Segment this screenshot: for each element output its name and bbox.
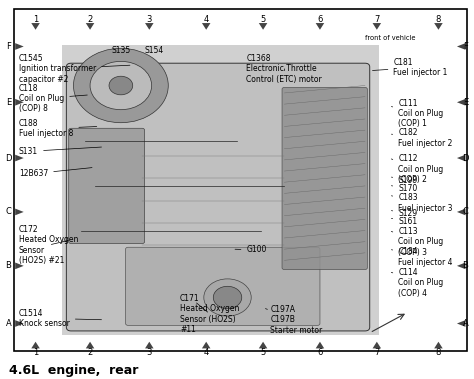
Text: C171
Heated Oxygen
Sensor (HO2S)
#11: C171 Heated Oxygen Sensor (HO2S) #11 [180, 294, 239, 334]
Polygon shape [15, 263, 24, 269]
Text: 6: 6 [317, 348, 323, 357]
Text: C172
Heated Oxygen
Sensor
(HO2S) #21: C172 Heated Oxygen Sensor (HO2S) #21 [19, 225, 78, 265]
Text: 12B637: 12B637 [19, 168, 92, 178]
Text: 5: 5 [260, 348, 266, 357]
Text: C112
Coil on Plug
(COP) 2: C112 Coil on Plug (COP) 2 [392, 154, 443, 184]
Text: E: E [6, 98, 11, 107]
Text: C: C [6, 207, 11, 216]
Polygon shape [31, 23, 40, 30]
Text: 4.6L  engine,  rear: 4.6L engine, rear [9, 364, 139, 377]
Text: S170: S170 [392, 185, 418, 193]
Text: front of vehicle: front of vehicle [365, 35, 416, 41]
Circle shape [213, 286, 242, 309]
Text: 3: 3 [146, 15, 152, 24]
Text: C: C [463, 207, 468, 216]
Text: 5: 5 [260, 15, 266, 24]
Text: 6: 6 [317, 15, 323, 24]
Polygon shape [15, 155, 24, 161]
Circle shape [90, 61, 152, 110]
Polygon shape [15, 208, 24, 215]
Text: C181
Fuel injector 1: C181 Fuel injector 1 [373, 58, 448, 77]
Polygon shape [434, 342, 443, 348]
Text: D: D [462, 153, 469, 163]
Text: B: B [463, 262, 468, 270]
Text: C114
Coil on Plug
(COP) 4: C114 Coil on Plug (COP) 4 [392, 268, 443, 298]
Text: C1545
Ignition transformer
capacitor #2: C1545 Ignition transformer capacitor #2 [19, 54, 130, 84]
Polygon shape [86, 342, 94, 348]
Text: C118
Coil on Plug
(COP) 8: C118 Coil on Plug (COP) 8 [19, 84, 87, 113]
Text: 8: 8 [436, 348, 441, 357]
Text: A: A [463, 319, 468, 328]
Text: C182
Fuel injector 2: C182 Fuel injector 2 [392, 128, 453, 148]
Polygon shape [457, 263, 465, 269]
Text: C111
Coil on Plug
(COP) 1: C111 Coil on Plug (COP) 1 [392, 99, 443, 128]
Circle shape [73, 49, 168, 123]
Polygon shape [457, 320, 465, 327]
Circle shape [109, 76, 133, 95]
Text: C183
Fuel injector 3: C183 Fuel injector 3 [392, 193, 453, 213]
Text: S154: S154 [145, 47, 164, 55]
Polygon shape [457, 208, 465, 215]
Text: 2: 2 [87, 15, 93, 24]
Text: S161: S161 [392, 217, 417, 226]
Text: C184
Fuel injector 4: C184 Fuel injector 4 [392, 247, 453, 267]
Text: C1368
Electronic Throttle
Control (ETC) motor: C1368 Electronic Throttle Control (ETC) … [246, 54, 322, 84]
Polygon shape [316, 342, 324, 348]
Text: E: E [463, 98, 468, 107]
Text: 7: 7 [374, 348, 380, 357]
FancyBboxPatch shape [126, 247, 320, 325]
Text: 1: 1 [33, 15, 38, 24]
Polygon shape [145, 342, 154, 348]
FancyBboxPatch shape [69, 128, 145, 244]
Text: B: B [6, 262, 11, 270]
Text: 3: 3 [146, 348, 152, 357]
Text: C1514
Knock sensor: C1514 Knock sensor [19, 309, 101, 328]
Text: 8: 8 [436, 15, 441, 24]
Text: S199: S199 [392, 175, 418, 185]
Polygon shape [15, 43, 24, 50]
Text: C197A
C197B
Starter motor: C197A C197B Starter motor [265, 305, 322, 335]
Text: G100: G100 [235, 246, 267, 254]
Text: 7: 7 [374, 15, 380, 24]
Bar [62, 45, 379, 335]
Text: A: A [6, 319, 11, 328]
Circle shape [204, 279, 251, 316]
Polygon shape [202, 342, 210, 348]
Text: S129: S129 [392, 209, 417, 218]
FancyBboxPatch shape [282, 88, 367, 269]
Text: 2: 2 [87, 348, 93, 357]
Polygon shape [434, 23, 443, 30]
Text: 4: 4 [203, 15, 209, 24]
Polygon shape [202, 23, 210, 30]
Text: F: F [6, 42, 11, 51]
Polygon shape [457, 43, 465, 50]
Polygon shape [316, 23, 324, 30]
Polygon shape [31, 342, 40, 348]
Text: C188
Fuel injector 8: C188 Fuel injector 8 [19, 119, 97, 138]
Polygon shape [145, 23, 154, 30]
Polygon shape [457, 99, 465, 106]
Polygon shape [259, 23, 267, 30]
Text: S131: S131 [19, 147, 101, 156]
Polygon shape [457, 155, 465, 161]
Text: F: F [463, 42, 468, 51]
Polygon shape [373, 342, 381, 348]
Text: S135: S135 [111, 47, 130, 55]
Text: D: D [5, 153, 12, 163]
Polygon shape [86, 23, 94, 30]
Text: 4: 4 [203, 348, 209, 357]
Polygon shape [373, 23, 381, 30]
FancyBboxPatch shape [66, 63, 370, 331]
Text: C113
Coil on Plug
(COP) 3: C113 Coil on Plug (COP) 3 [392, 227, 443, 257]
Polygon shape [15, 320, 24, 327]
Polygon shape [259, 342, 267, 348]
Text: 1: 1 [33, 348, 38, 357]
Polygon shape [15, 99, 24, 106]
